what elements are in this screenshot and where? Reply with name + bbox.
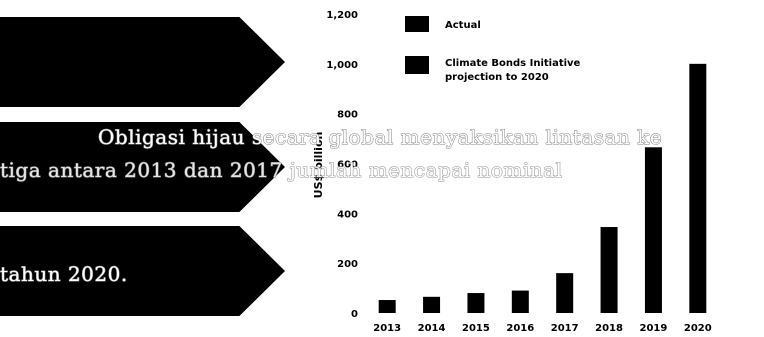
bar-2019 <box>644 147 662 313</box>
y-tick-label: 0 <box>351 309 358 320</box>
x-tick-label-2018: 2018 <box>595 323 623 334</box>
x-tick-label-2015: 2015 <box>462 323 490 334</box>
legend-label-actual: Actual <box>445 20 481 31</box>
arrow-shape-bottom <box>0 226 285 316</box>
green-bond-chart: 0 200 400 600 800 1,000 1,200 US$ billion 2013… <box>312 10 712 334</box>
bar-2017 <box>556 273 574 313</box>
overlay-caption-line-1: Obligasi hijau secara global menyaksikan… <box>97 125 663 150</box>
legend-swatch-projection <box>405 56 429 74</box>
legend: Actual Climate Bonds Initiative projecti… <box>405 16 584 83</box>
y-axis-ticks: 0 200 400 600 800 1,000 1,200 <box>326 10 358 320</box>
y-tick-label: 200 <box>337 259 358 270</box>
x-tick-label-2020: 2020 <box>684 323 712 334</box>
bar-2016 <box>511 290 529 313</box>
y-axis-label: US$ billion <box>312 132 325 199</box>
bars <box>378 63 707 314</box>
x-tick-label-2013: 2013 <box>373 323 401 334</box>
legend-swatch-actual <box>405 16 429 32</box>
x-axis-ticks: 2013 2014 2015 2016 2017 2018 2019 2020 <box>373 323 711 334</box>
x-tick-label-2019: 2019 <box>640 323 668 334</box>
bar-2020 <box>689 63 707 314</box>
x-tick-label-2016: 2016 <box>506 323 534 334</box>
arrow-shape-top <box>0 17 285 107</box>
bar-2013 <box>378 300 396 313</box>
legend-label-projection: Climate Bonds Initiative projection to 2… <box>445 58 584 83</box>
bar-2018 <box>600 227 618 313</box>
y-tick-label: 800 <box>337 110 358 121</box>
y-tick-label: 1,000 <box>326 60 358 71</box>
y-tick-label: 600 <box>337 160 358 171</box>
overlay-caption-line-2: tiga antara 2013 dan 2017 jumlah mencapa… <box>0 158 563 183</box>
x-tick-label-2014: 2014 <box>418 323 446 334</box>
x-tick-label-2017: 2017 <box>551 323 579 334</box>
y-tick-label: 1,200 <box>326 10 358 21</box>
overlay-caption-line-3: tahun 2020. <box>0 262 128 287</box>
bar-2015 <box>467 293 485 313</box>
y-tick-label: 400 <box>337 209 358 220</box>
arrow-shape-middle <box>0 122 285 212</box>
bar-2014 <box>423 296 441 313</box>
